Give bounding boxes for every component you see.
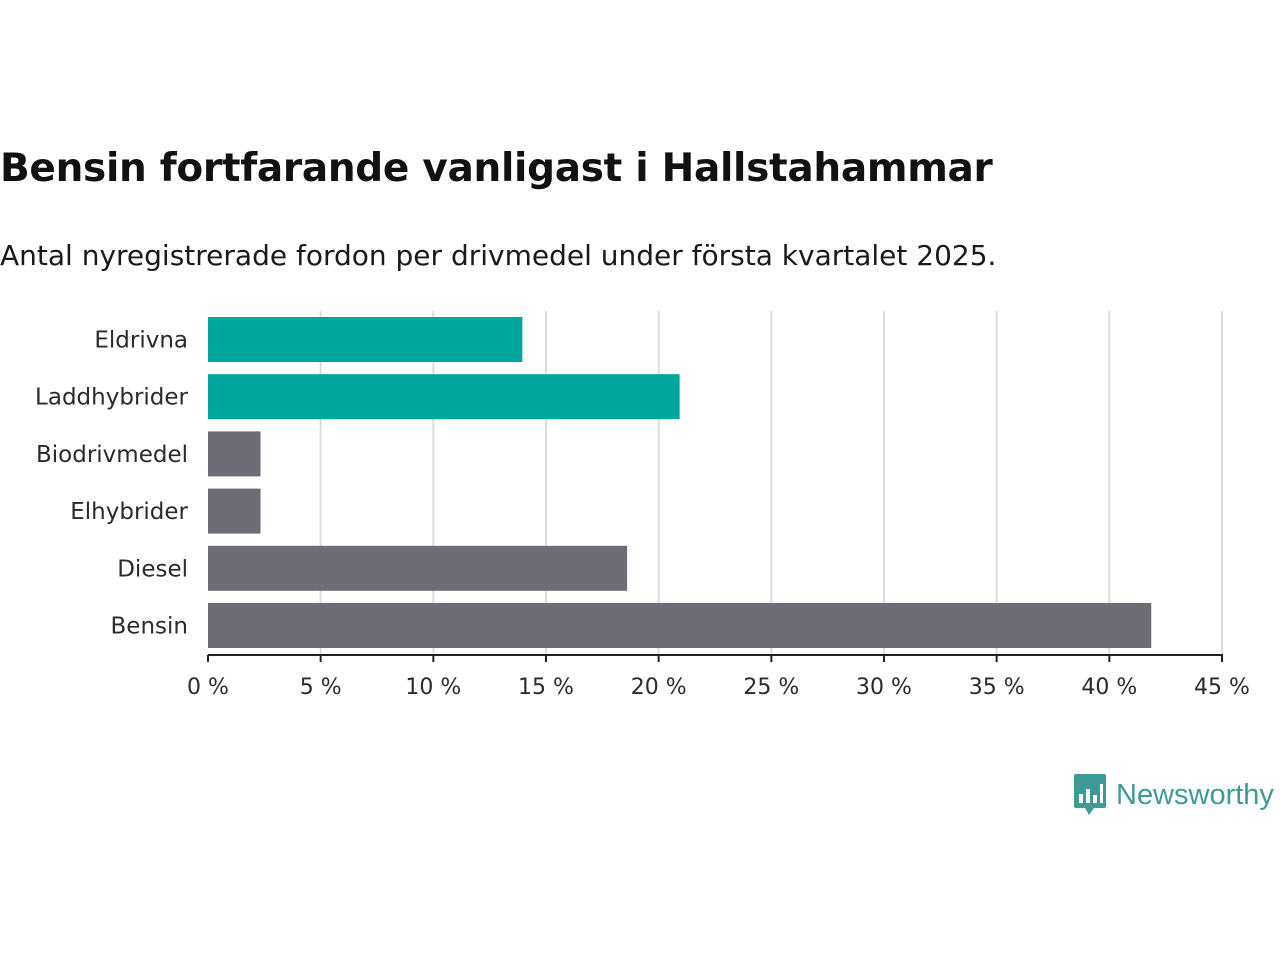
category-label: Eldrivna (94, 328, 188, 354)
category-label: Elhybrider (70, 499, 188, 525)
x-tick-label: 40 % (1081, 675, 1137, 700)
bar-eldrivna (208, 317, 523, 362)
brand-name: Newsworthy (1116, 778, 1274, 811)
x-tick-label: 10 % (405, 675, 461, 700)
category-label: Laddhybrider (35, 385, 188, 411)
chart-title: Bensin fortfarande vanligast i Hallstaha… (0, 146, 993, 191)
category-labels: Eldrivna Laddhybrider Biodrivmedel Elhybrid… (35, 328, 188, 640)
bar-diesel (208, 545, 628, 591)
bars (208, 317, 1152, 648)
x-tick-label: 20 % (631, 675, 687, 700)
x-tick-label: 5 % (300, 675, 342, 700)
bar-elhybrider (208, 488, 261, 534)
x-tick-label: 30 % (856, 675, 912, 700)
x-tick-label: 15 % (518, 675, 574, 700)
category-label: Biodrivmedel (36, 442, 188, 468)
bar-bensin (208, 603, 1152, 648)
x-tick-label: 45 % (1194, 675, 1250, 700)
x-axis: 0 % 5 % 10 % 15 % 20 % 25 % 30 % 35 % 40 % 45 % (187, 654, 1250, 700)
x-tick-label: 0 % (187, 675, 229, 700)
gridlines (319, 311, 1223, 655)
category-label: Bensin (111, 614, 188, 640)
bar-chart: 0 % 5 % 10 % 15 % 20 % 25 % 30 % 35 % 40 % 45 % E… (35, 311, 1250, 700)
chart-subtitle: Antal nyregistrerade fordon per drivmede… (0, 239, 997, 272)
x-tick-label: 35 % (969, 675, 1025, 700)
newsworthy-logo-icon (1074, 774, 1106, 815)
brand: Newsworthy (1072, 772, 1274, 818)
bar-biodrivmedel (208, 431, 261, 477)
category-label: Diesel (117, 556, 188, 582)
x-tick-label: 25 % (743, 675, 799, 700)
bar-laddhybrider (208, 374, 680, 420)
